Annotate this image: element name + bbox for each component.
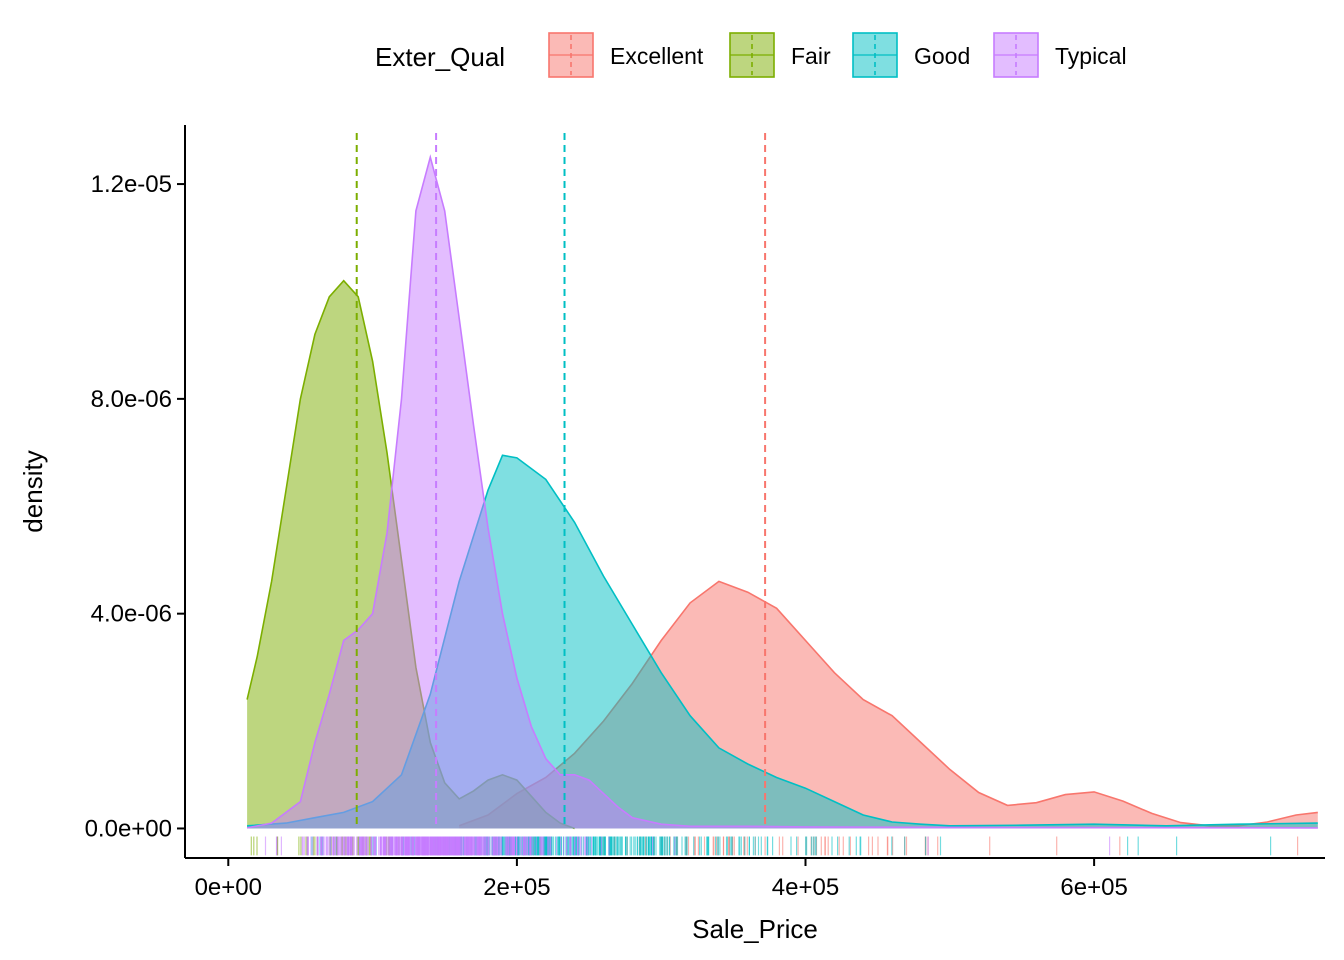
legend-title: Exter_Qual: [375, 42, 505, 72]
x-tick-label: 6e+05: [1060, 874, 1127, 901]
mean-lines: [355, 133, 767, 828]
x-axis-title: Sale_Price: [692, 914, 818, 944]
legend-label-typical: Typical: [1055, 43, 1127, 69]
density-areas: [246, 154, 1318, 830]
density-area-fair: [247, 280, 575, 829]
y-tick-label: 0.0e+00: [85, 815, 172, 842]
rug-group-typical: [264, 836, 1111, 856]
x-tick-label: 2e+05: [483, 874, 550, 901]
x-tick-label: 4e+05: [772, 874, 839, 901]
legend-label-good: Good: [914, 43, 970, 69]
y-tick-label: 8.0e-06: [91, 386, 172, 413]
x-tick-label: 0e+00: [195, 874, 262, 901]
legend-label-fair: Fair: [791, 43, 831, 69]
density-outline-typical: [246, 154, 1318, 829]
y-tick-label: 4.0e-06: [91, 601, 172, 628]
legend-label-excellent: Excellent: [610, 43, 704, 69]
y-axis-title: density: [18, 450, 48, 532]
legend: Exter_Qual Excellent Fair Good Typical: [375, 32, 1127, 78]
y-tick-label: 1.2e-05: [91, 171, 172, 198]
density-area-typical: [247, 157, 1318, 829]
rug-marks: [250, 836, 1299, 856]
axes: 0e+00 2e+05 4e+05 6e+05 0.0e+00 4.0e-06 8.0e-0…: [18, 125, 1325, 944]
